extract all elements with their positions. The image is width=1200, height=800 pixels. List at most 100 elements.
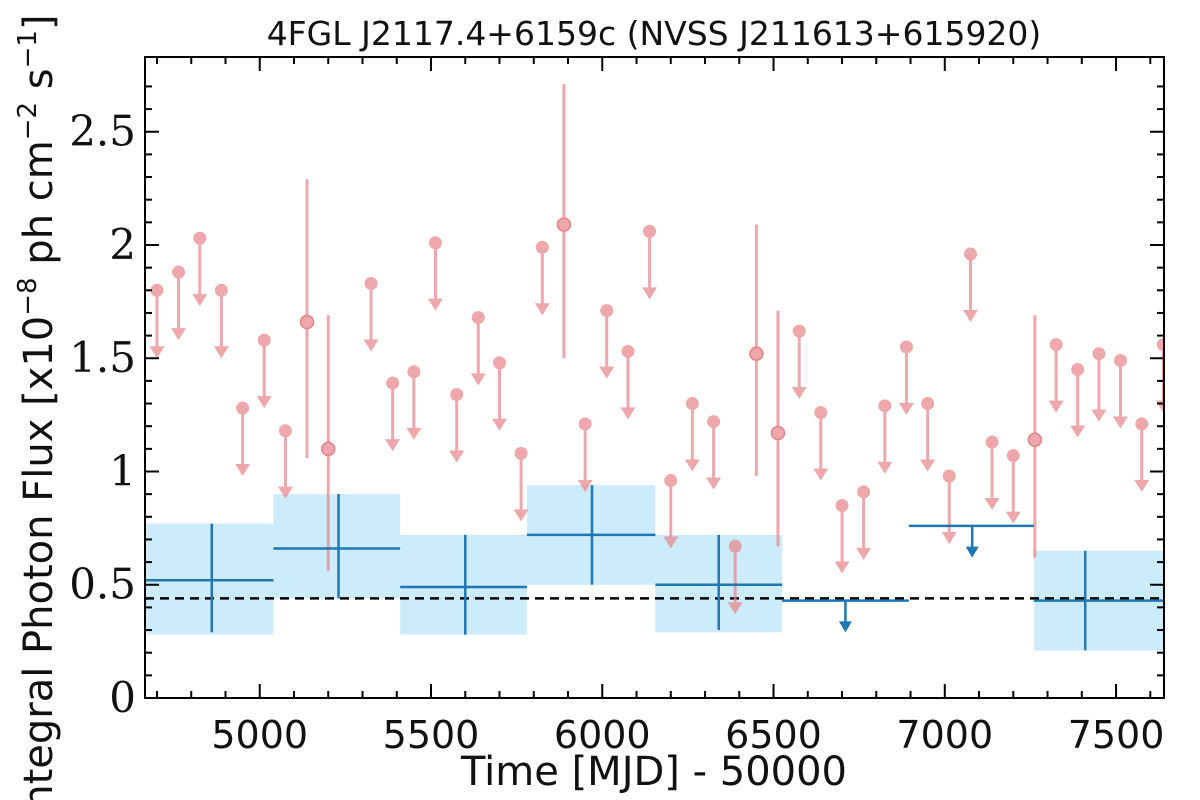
short-bin-upper-limit-point: [150, 283, 164, 297]
long-bin-detection-2: [400, 534, 527, 635]
y-tick-label: 1: [109, 446, 136, 495]
long-bin-detection-1: [273, 494, 401, 599]
short-bin-upper-limit-arrowhead: [684, 459, 700, 472]
short-bin-upper-limit-31: [941, 469, 957, 544]
short-bin-detection-point: [770, 425, 786, 441]
short-bin-upper-limit-39: [1134, 417, 1150, 492]
short-bin-upper-limit-20: [663, 474, 679, 549]
short-bin-upper-limit-8: [385, 376, 401, 452]
short-bin-detection-point: [299, 314, 315, 330]
short-bin-upper-limit-arrowhead: [920, 459, 936, 472]
short-bin-upper-limit-point: [1135, 417, 1149, 431]
short-bin-upper-limit-arrowhead: [149, 346, 165, 359]
x-tick-label: 7000: [896, 713, 993, 757]
chart-title: 4FGL J2117.4+6159c (NVSS J211613+615920): [267, 14, 1042, 53]
short-bin-upper-limit-arrowhead: [277, 486, 293, 499]
y-axis-label-mid2: s: [16, 68, 62, 102]
short-bin-upper-limit-point: [899, 340, 913, 354]
short-bin-detection-point: [556, 217, 572, 232]
short-bin-upper-limit-point: [193, 231, 207, 245]
short-bin-upper-limit-point: [792, 324, 806, 338]
short-bin-upper-limit-point: [407, 365, 421, 379]
short-bin-upper-limit-arrowhead: [577, 479, 593, 492]
short-bin-upper-limit-point: [172, 265, 186, 279]
short-bin-upper-limit-arrowhead: [791, 387, 807, 400]
y-axis-label: Integral Photon Flux [x10−8 ph cm−2 s−1]: [13, 14, 62, 800]
short-bin-upper-limit-arrowhead: [235, 464, 251, 477]
short-bin-upper-limit-point: [835, 498, 849, 512]
short-bin-upper-limit-point: [685, 397, 699, 411]
short-bin-upper-limit-7: [363, 277, 379, 352]
short-bin-upper-limit-arrowhead: [642, 287, 658, 300]
short-bin-upper-limit-arrowhead: [363, 339, 379, 352]
short-bin-upper-limit-arrowhead: [192, 294, 208, 307]
short-bin-upper-limit-point: [214, 283, 228, 297]
y-tick-label: 2.5: [69, 107, 136, 156]
short-bin-upper-limit-point: [257, 333, 271, 347]
short-bin-upper-limit-5: [256, 333, 272, 409]
short-bin-upper-limit-point: [664, 474, 678, 488]
short-bin-upper-limit-point: [1178, 318, 1191, 331]
x-tick-label: 6000: [554, 713, 651, 757]
short-bin-upper-limit-arrowhead: [941, 531, 957, 544]
y-axis-label-main: Integral Photon Flux [x10: [16, 316, 62, 800]
y-tick-label: 2: [109, 220, 136, 269]
short-bin-upper-limit-point: [578, 417, 592, 431]
short-bin-upper-limit-point: [963, 247, 977, 261]
long-bin-detection-4: [655, 534, 783, 631]
short-bin-upper-limit-point: [600, 304, 614, 318]
short-bin-upper-limit-arrowhead: [171, 328, 187, 341]
short-bin-upper-limit-26: [834, 498, 850, 574]
short-bin-upper-limit-point: [1071, 363, 1085, 377]
short-bin-upper-limit-arrowhead: [877, 461, 893, 474]
short-bin-upper-limit-23: [727, 539, 743, 615]
short-bin-upper-limit-point: [1049, 338, 1063, 352]
short-bin-upper-limit-19: [642, 224, 658, 300]
short-bin-upper-limit-1: [171, 265, 187, 341]
long-bin-detection-5: [1033, 550, 1164, 651]
short-bin-upper-limit-point: [450, 387, 464, 401]
short-bin-upper-limit-point: [364, 277, 378, 291]
short-bin-upper-limit-arrowhead: [984, 498, 1000, 511]
long-bin-band-1: [273, 494, 401, 599]
short-bin-upper-limit-point: [236, 401, 250, 415]
short-bin-upper-limit-arrowhead: [898, 402, 914, 415]
short-bin-upper-limit-arrowhead: [1070, 425, 1086, 438]
short-bin-upper-limit-0: [149, 283, 165, 359]
short-bin-upper-limit-37: [1091, 347, 1107, 422]
short-bin-upper-limit-point: [728, 539, 742, 553]
short-bin-upper-limit-21: [684, 397, 700, 472]
short-bin-upper-limit-13: [492, 356, 508, 431]
x-tick-label: 7500: [1068, 713, 1165, 757]
y-axis-label-exp1: −8: [13, 277, 43, 315]
long-bin-upper-limit-arrowhead: [838, 621, 852, 633]
short-bin-detection-point: [1027, 432, 1043, 448]
short-bin-detection-2: [556, 84, 572, 359]
short-bin-upper-limit-arrowhead: [706, 477, 722, 490]
y-axis-label-end: ]: [16, 14, 62, 30]
short-bin-upper-limit-arrowhead: [962, 310, 978, 323]
short-bin-upper-limit-point: [814, 406, 828, 420]
short-bin-upper-limit-17: [599, 304, 615, 379]
short-bin-upper-limit-2: [192, 231, 208, 307]
short-bin-upper-limit-9: [406, 365, 422, 440]
short-bin-detection-0: [299, 179, 315, 458]
short-bin-upper-limit-33: [984, 435, 1000, 511]
short-bin-upper-limit-arrowhead: [492, 418, 508, 431]
x-tick-label: 6500: [725, 713, 822, 757]
short-bin-upper-limit-15: [534, 240, 550, 316]
short-bin-upper-limit-arrowhead: [213, 346, 229, 359]
short-bin-upper-limit-point: [493, 356, 507, 370]
short-bin-upper-limit-arrowhead: [663, 536, 679, 549]
short-bin-detection-point: [320, 441, 336, 457]
short-bin-upper-limit-point: [386, 376, 400, 390]
short-bin-upper-limit-point: [1113, 354, 1127, 368]
short-bin-upper-limit-arrowhead: [727, 602, 743, 615]
short-bin-upper-limit-arrowhead: [620, 407, 636, 420]
short-bin-upper-limit-point: [942, 469, 956, 483]
short-bin-upper-limit-arrowhead: [1112, 416, 1128, 429]
y-axis-label-exp2: −2: [13, 102, 43, 140]
short-bin-upper-limit-point: [707, 415, 721, 429]
short-bin-upper-limit-30: [920, 397, 936, 472]
